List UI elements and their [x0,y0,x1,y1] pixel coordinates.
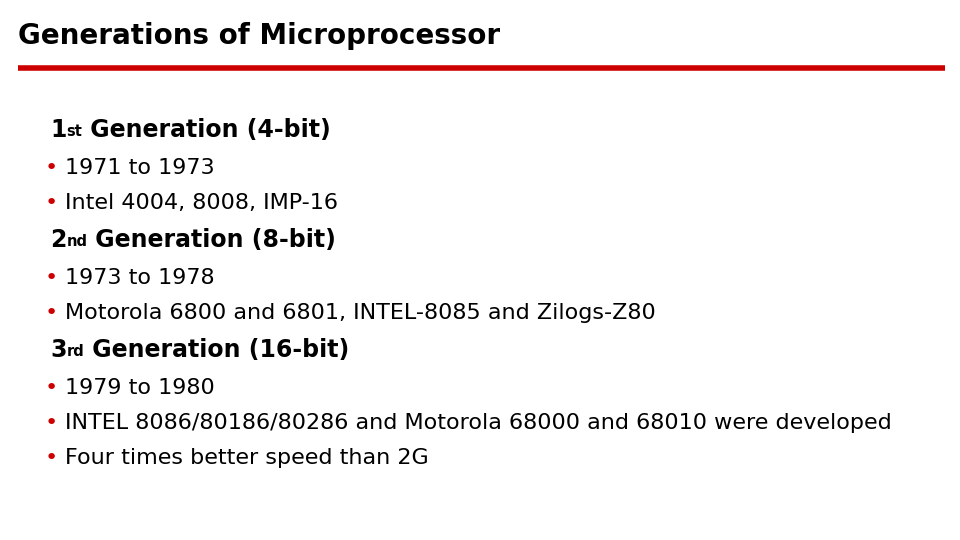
Text: •: • [45,193,59,213]
Text: •: • [45,303,59,323]
Text: •: • [45,413,59,433]
Text: Motorola 6800 and 6801, INTEL-8085 and Zilogs-Z80: Motorola 6800 and 6801, INTEL-8085 and Z… [65,303,656,323]
Text: 1: 1 [50,118,66,142]
Text: •: • [45,448,59,468]
Text: INTEL 8086/80186/80286 and Motorola 68000 and 68010 were developed: INTEL 8086/80186/80286 and Motorola 6800… [65,413,892,433]
Text: 1979 to 1980: 1979 to 1980 [65,378,215,398]
Text: Generation (16-bit): Generation (16-bit) [84,338,349,362]
Text: Generation (8-bit): Generation (8-bit) [87,228,336,252]
Text: nd: nd [66,234,87,249]
Text: Four times better speed than 2G: Four times better speed than 2G [65,448,429,468]
Text: 1973 to 1978: 1973 to 1978 [65,268,215,288]
Text: •: • [45,268,59,288]
Text: 1971 to 1973: 1971 to 1973 [65,158,215,178]
Text: Intel 4004, 8008, IMP-16: Intel 4004, 8008, IMP-16 [65,193,338,213]
Text: 2: 2 [50,228,66,252]
Text: •: • [45,378,59,398]
Text: st: st [66,124,83,139]
Text: 3: 3 [50,338,66,362]
Text: Generations of Microprocessor: Generations of Microprocessor [18,22,500,50]
Text: Generation (4-bit): Generation (4-bit) [83,118,331,142]
Text: rd: rd [66,345,84,360]
Text: •: • [45,158,59,178]
